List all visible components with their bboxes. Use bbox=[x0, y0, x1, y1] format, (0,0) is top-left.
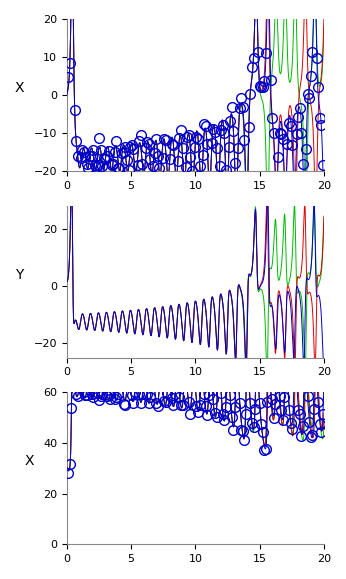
Y-axis label: X: X bbox=[24, 455, 34, 468]
Y-axis label: X: X bbox=[15, 81, 25, 95]
Y-axis label: Y: Y bbox=[16, 267, 24, 281]
